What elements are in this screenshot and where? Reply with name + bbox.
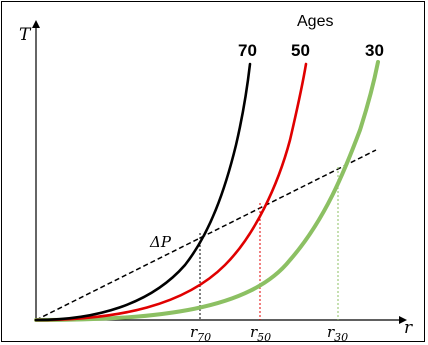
y-axis-label: T	[19, 25, 32, 45]
figure-border	[1, 1, 425, 342]
label-age-30: 30	[365, 41, 384, 60]
curve-age-70	[34, 62, 252, 322]
x-axis-label: r	[404, 318, 413, 338]
tick-r30-main: r	[327, 323, 335, 341]
tick-r70-main: r	[190, 323, 198, 341]
tick-r70: r70	[190, 323, 211, 344]
label-age-70: 70	[238, 41, 257, 60]
tick-r30: r30	[327, 323, 348, 344]
tick-r50-main: r	[250, 323, 258, 341]
delta-p-line	[35, 149, 377, 321]
label-age-50: 50	[291, 41, 310, 60]
delta-p-label: ΔP	[149, 233, 172, 251]
tick-r50-sub: 50	[257, 331, 271, 344]
tick-r30-sub: 30	[334, 331, 348, 344]
curve-age-50	[34, 62, 308, 322]
ages-title: Ages	[297, 13, 333, 30]
tick-r50: r50	[250, 323, 271, 344]
tick-r70-sub: 70	[197, 331, 211, 344]
curve-age-30	[34, 60, 380, 322]
